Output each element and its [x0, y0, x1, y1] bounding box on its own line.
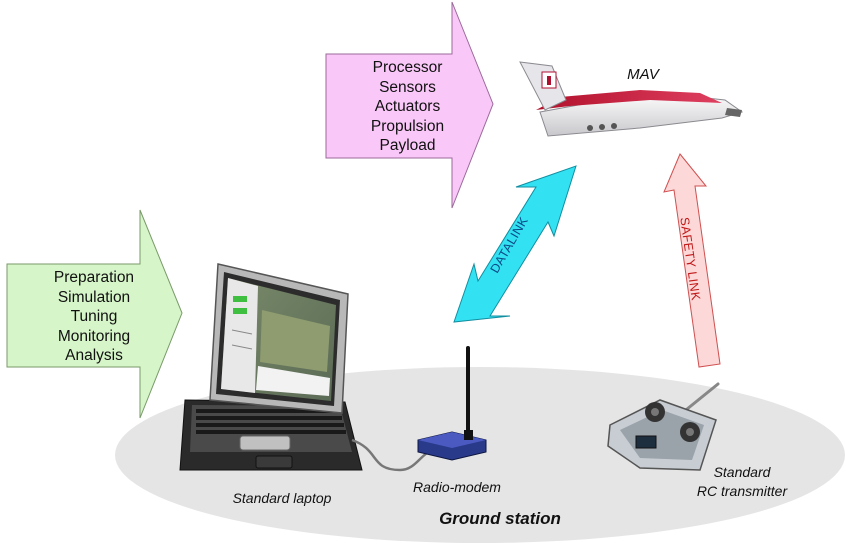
- mav-aircraft-image: [519, 61, 744, 137]
- ground-station-title: Ground station: [439, 509, 561, 528]
- rc-caption-line1: Standard: [713, 464, 771, 480]
- mav-subsystem-item: Sensors: [379, 78, 436, 96]
- datalink-arrow: [453, 165, 577, 323]
- ground-task-item: Analysis: [65, 347, 123, 364]
- rc-transmitter-image: [607, 382, 720, 471]
- safety-link-arrow: [663, 153, 721, 368]
- laptop-image: [179, 263, 363, 471]
- radio-modem-image: [417, 346, 487, 461]
- ground-tasks-arrow: [6, 209, 183, 419]
- ground-task-item: Simulation: [57, 288, 131, 306]
- rc-caption: Standard RC transmitter: [672, 463, 812, 501]
- rc-caption-line2: RC transmitter: [696, 483, 788, 499]
- ground-tasks-list: Preparation Simulation Tuning Monitoring…: [28, 268, 160, 366]
- mav-subsystem-item: Actuators: [374, 98, 441, 115]
- mav-label: MAV: [627, 66, 659, 83]
- modem-caption: Radio-modem: [413, 479, 501, 495]
- modem-cable: [351, 438, 433, 472]
- mav-subsystem-item: Propulsion: [370, 117, 445, 135]
- mav-subsystems-list: Processor Sensors Actuators Propulsion P…: [350, 58, 465, 156]
- ground-task-item: Preparation: [53, 269, 135, 286]
- laptop-caption: Standard laptop: [232, 490, 332, 506]
- ground-task-item: Tuning: [70, 308, 118, 325]
- mav-subsystem-item: Payload: [379, 137, 436, 154]
- mav-subsystems-arrow: [325, 1, 494, 209]
- ground-task-item: Monitoring: [57, 327, 131, 345]
- mav-subsystem-item: Processor: [372, 59, 443, 76]
